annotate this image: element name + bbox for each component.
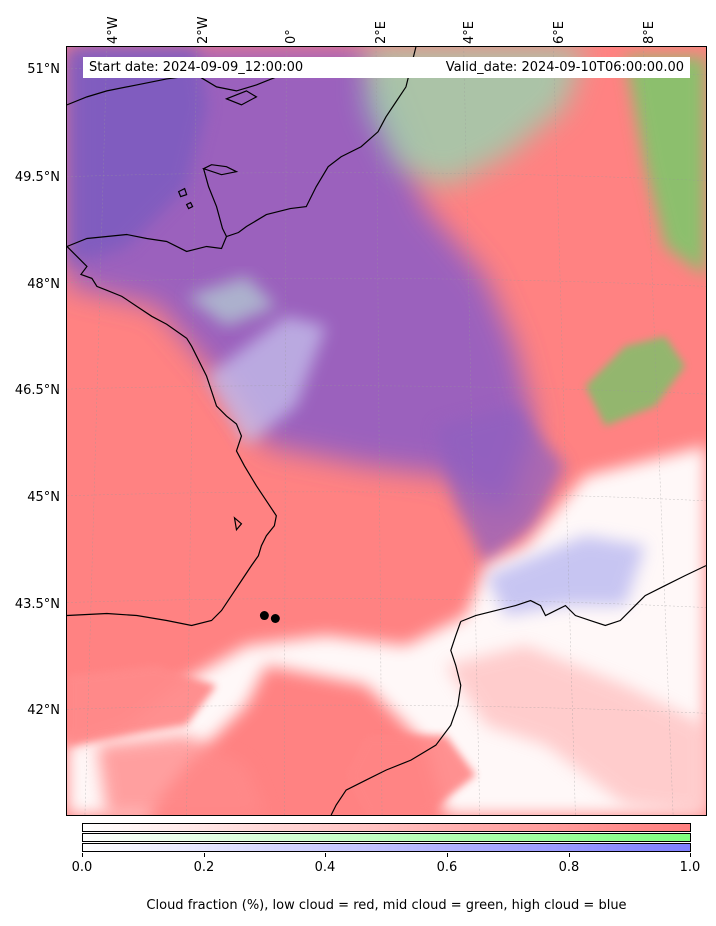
graticule [67, 47, 706, 815]
lon-label-4e: 4°E [462, 21, 477, 44]
colorbar-tick-mark-5 [690, 853, 691, 857]
mid-cloud-region-ne [625, 56, 706, 277]
lat-label-43-5: 43.5°N [14, 597, 60, 612]
colorbar-tick-mark-2 [325, 853, 326, 857]
valid-date-text: Valid_date: 2024-09-10T06:00:00.00 [445, 60, 684, 75]
colorbar-tick-4: 0.8 [558, 860, 580, 875]
low-cloud-patch-sw [96, 735, 267, 815]
low-cloud-streaks-med [445, 645, 706, 815]
map-frame: Start date: 2024-09-09_12:00:00 Valid_da… [66, 46, 707, 816]
high-cloud-patch-south [485, 535, 646, 616]
colorbar [82, 823, 691, 853]
low-cloud-patch-spain [346, 735, 476, 815]
cloud-fraction-map [67, 47, 706, 815]
high-cloud-band-se [435, 406, 566, 566]
colorbar-tick-mark-3 [447, 853, 448, 857]
lon-label-0: 0° [284, 29, 299, 44]
high-cloud-region-nw [67, 47, 207, 267]
location-marker-2 [270, 614, 280, 623]
colorbar-tick-mark-4 [569, 853, 570, 857]
lat-label-42: 42°N [27, 703, 60, 718]
lon-label-4w: 4°W [106, 16, 121, 44]
colorbar-tick-mark-1 [204, 853, 205, 857]
mid-cloud-region-east [585, 336, 686, 427]
low-cloud-patch-west [67, 665, 217, 746]
lon-label-2e: 2°E [374, 21, 389, 44]
colorbar-tick-1: 0.2 [193, 860, 215, 875]
lat-label-49-5: 49.5°N [14, 170, 60, 185]
start-date-text: Start date: 2024-09-09_12:00:00 [89, 60, 304, 75]
lat-label-48: 48°N [27, 277, 60, 292]
lat-label-51: 51°N [27, 62, 60, 77]
coastlines [67, 47, 706, 815]
mid-cloud-region-north [366, 47, 586, 187]
lon-label-6e: 6°E [552, 21, 567, 44]
colorbar-tick-2: 0.4 [314, 860, 336, 875]
lat-label-46-5: 46.5°N [14, 383, 60, 398]
colorbar-mid-cloud [82, 833, 691, 842]
colorbar-low-cloud [82, 823, 691, 832]
lat-label-45: 45°N [27, 490, 60, 505]
high-cloud-streak [206, 316, 327, 446]
colorbar-tick-5: 1.0 [679, 860, 701, 875]
colorbar-tick-mark-0 [82, 853, 83, 857]
colorbar-label: Cloud fraction (%), low cloud = red, mid… [146, 898, 627, 913]
location-marker-1 [259, 611, 269, 621]
lon-label-2w: 2°W [196, 16, 211, 44]
colorbar-high-cloud [82, 843, 691, 852]
colorbar-tick-0: 0.0 [71, 860, 93, 875]
colorbar-tick-3: 0.6 [436, 860, 458, 875]
lon-label-8e: 8°E [642, 21, 657, 44]
date-header: Start date: 2024-09-09_12:00:00 Valid_da… [83, 57, 690, 78]
